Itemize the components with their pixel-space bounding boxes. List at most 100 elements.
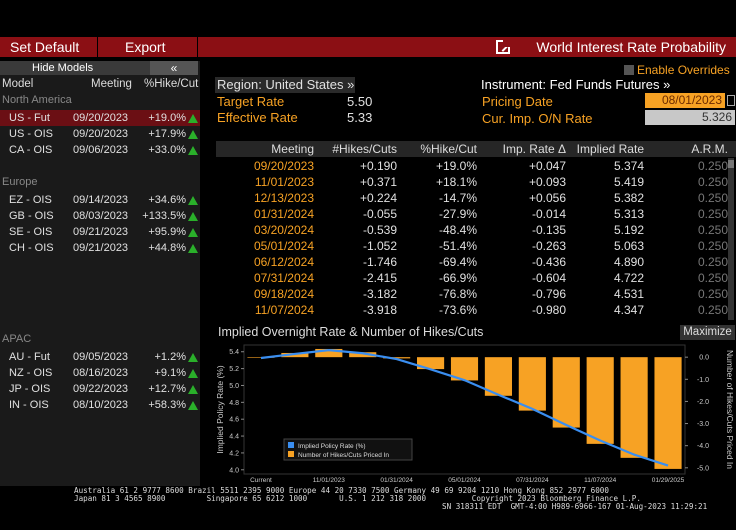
table-scrollbar[interactable] — [728, 158, 734, 320]
up-arrow-icon — [188, 130, 198, 139]
cell-arm: 0.250 — [697, 255, 728, 269]
pricing-date-input[interactable]: 08/01/2023 — [645, 93, 725, 108]
region-selector[interactable]: Region: United States » — [215, 77, 355, 93]
table-row[interactable]: 06/12/2024 -1.746 -69.4% -0.436 4.890 0.250 — [216, 254, 736, 270]
cell-hikes: -3.918 — [362, 303, 397, 317]
model-row[interactable]: AU - Fut 09/05/2023 +1.2% — [0, 349, 200, 365]
table-row[interactable]: 03/20/2024 -0.539 -48.4% -0.135 5.192 0.250 — [216, 222, 736, 238]
col-hikes[interactable]: #Hikes/Cuts — [332, 142, 397, 156]
cell-hikes: -2.415 — [362, 271, 397, 285]
col-meeting[interactable]: Meeting — [271, 142, 314, 156]
footer-line-1: Australia 61 2 9777 8600 Brazil 5511 239… — [74, 486, 609, 495]
cell-hike-pct: -14.7% — [438, 191, 477, 205]
bar[interactable] — [281, 352, 309, 358]
cell-hike-pct: -27.9% — [438, 207, 477, 221]
footer-line-2: Japan 81 3 4565 8900 Singapore 65 6212 1… — [74, 494, 641, 503]
model-row[interactable]: CH - OIS 09/21/2023 +44.8% — [0, 240, 200, 256]
cell-meeting: 07/31/2024 — [253, 271, 314, 285]
bar[interactable] — [620, 357, 648, 458]
cell-imp-rate-delta: +0.056 — [528, 191, 566, 205]
hide-models-button[interactable]: Hide Models — [32, 62, 94, 74]
export-button[interactable]: Export — [98, 37, 198, 57]
col-imp-rate-delta[interactable]: Imp. Rate Δ — [502, 142, 566, 156]
bar[interactable] — [417, 357, 445, 370]
header-meeting[interactable]: Meeting — [91, 78, 132, 90]
cell-arm: 0.250 — [697, 303, 728, 317]
model-hike: +58.3% — [148, 399, 186, 411]
cell-implied-rate: 5.063 — [613, 239, 644, 253]
up-arrow-icon — [188, 401, 198, 410]
cell-meeting: 11/07/2024 — [254, 303, 314, 317]
col-arm[interactable]: A.R.M. — [691, 142, 728, 156]
col-hike-pct[interactable]: %Hike/Cut — [420, 142, 477, 156]
bar[interactable] — [349, 352, 377, 358]
header-model[interactable]: Model — [2, 78, 34, 90]
model-row[interactable]: EZ - OIS 09/14/2023 +34.6% — [0, 192, 200, 208]
cell-meeting: 01/31/2024 — [253, 207, 314, 221]
bar[interactable] — [654, 357, 682, 469]
model-row[interactable]: NZ - OIS 08/16/2023 +9.1% — [0, 365, 200, 381]
enable-overrides-toggle[interactable]: Enable Overrides — [624, 63, 730, 77]
export-window-icon[interactable] — [496, 40, 510, 54]
model-row[interactable]: JP - OIS 09/22/2023 +12.7% — [0, 381, 200, 397]
legend-label-bars: Number of Hikes/Cuts Priced In — [298, 452, 389, 459]
table-row[interactable]: 11/01/2023 +0.371 +18.1% +0.093 5.419 0.250 — [216, 174, 736, 190]
model-row[interactable]: SE - OIS 09/21/2023 +95.9% — [0, 224, 200, 240]
checkbox-icon[interactable] — [624, 65, 634, 75]
table-row[interactable]: 11/07/2024 -3.918 -73.6% -0.980 4.347 0.250 — [216, 302, 736, 318]
model-meeting: 08/10/2023 — [73, 399, 129, 411]
model-meeting: 09/14/2023 — [73, 194, 129, 206]
bar[interactable] — [315, 348, 343, 358]
model-hike: +33.0% — [148, 144, 186, 156]
instrument-selector[interactable]: Instrument: Fed Funds Futures » — [481, 77, 671, 92]
bar[interactable] — [518, 357, 546, 411]
model-row[interactable]: CA - OIS 09/06/2023 +33.0% — [0, 142, 200, 158]
cell-implied-rate: 5.192 — [613, 223, 644, 237]
model-name: US - OIS — [9, 128, 54, 140]
calendar-icon[interactable] — [727, 95, 735, 106]
table-row[interactable]: 05/01/2024 -1.052 -51.4% -0.263 5.063 0.250 — [216, 238, 736, 254]
bar[interactable] — [484, 357, 512, 396]
table-row[interactable]: 01/31/2024 -0.055 -27.9% -0.014 5.313 0.250 — [216, 206, 736, 222]
y-left-tick-label: 5.0 — [229, 383, 239, 390]
model-row[interactable]: GB - OIS 08/03/2023 +133.5% — [0, 208, 200, 224]
page-title: World Interest Rate Probability — [536, 39, 726, 55]
x-tick-label: 01/29/2025 — [652, 477, 685, 484]
effective-rate-value: 5.33 — [347, 110, 373, 125]
y-right-tick-label: 0.0 — [699, 355, 709, 362]
cell-hikes: -1.746 — [362, 255, 397, 269]
col-implied-rate[interactable]: Implied Rate — [576, 142, 644, 156]
cell-arm: 0.250 — [697, 207, 728, 221]
model-name: NZ - OIS — [9, 367, 53, 379]
cell-imp-rate-delta: -0.135 — [531, 223, 566, 237]
bar[interactable] — [586, 357, 614, 444]
model-meeting: 09/20/2023 — [73, 128, 129, 140]
bar[interactable] — [552, 357, 580, 428]
hide-models-bar[interactable]: Hide Models « — [0, 61, 198, 75]
model-name: GB - OIS — [9, 210, 54, 222]
model-row[interactable]: IN - OIS 08/10/2023 +58.3% — [0, 397, 200, 413]
cell-meeting: 09/18/2024 — [253, 287, 314, 301]
implied-rate-line[interactable] — [260, 349, 669, 467]
bar[interactable] — [450, 357, 479, 381]
set-default-button[interactable]: Set Default — [0, 37, 98, 57]
table-row[interactable]: 09/20/2023 +0.190 +19.0% +0.047 5.374 0.250 — [216, 158, 736, 174]
collapse-icon[interactable]: « — [150, 61, 198, 75]
up-arrow-icon — [188, 196, 198, 205]
footer: Australia 61 2 9777 8600 Brazil 5511 239… — [74, 487, 707, 511]
table-row[interactable]: 07/31/2024 -2.415 -66.9% -0.604 4.722 0.250 — [216, 270, 736, 286]
scroll-thumb[interactable] — [728, 160, 734, 168]
model-row[interactable]: US - Fut 09/20/2023 +19.0% — [0, 110, 200, 126]
table-row[interactable]: 09/18/2024 -3.182 -76.8% -0.796 4.531 0.250 — [216, 286, 736, 302]
legend-label-line: Implied Policy Rate (%) — [298, 443, 366, 450]
table-row[interactable]: 12/13/2023 +0.224 -14.7% +0.056 5.382 0.250 — [216, 190, 736, 206]
up-arrow-icon — [188, 385, 198, 394]
cell-hike-pct: -66.9% — [438, 271, 477, 285]
x-tick-label: 07/31/2024 — [516, 477, 549, 484]
bar[interactable] — [383, 357, 411, 359]
header-hike[interactable]: %Hike/Cut — [144, 78, 199, 90]
model-row[interactable]: US - OIS 09/20/2023 +17.9% — [0, 126, 200, 142]
y-left-tick-label: 4.6 — [229, 417, 239, 424]
enable-overrides-label: Enable Overrides — [637, 63, 730, 77]
maximize-button[interactable]: Maximize — [680, 325, 735, 340]
